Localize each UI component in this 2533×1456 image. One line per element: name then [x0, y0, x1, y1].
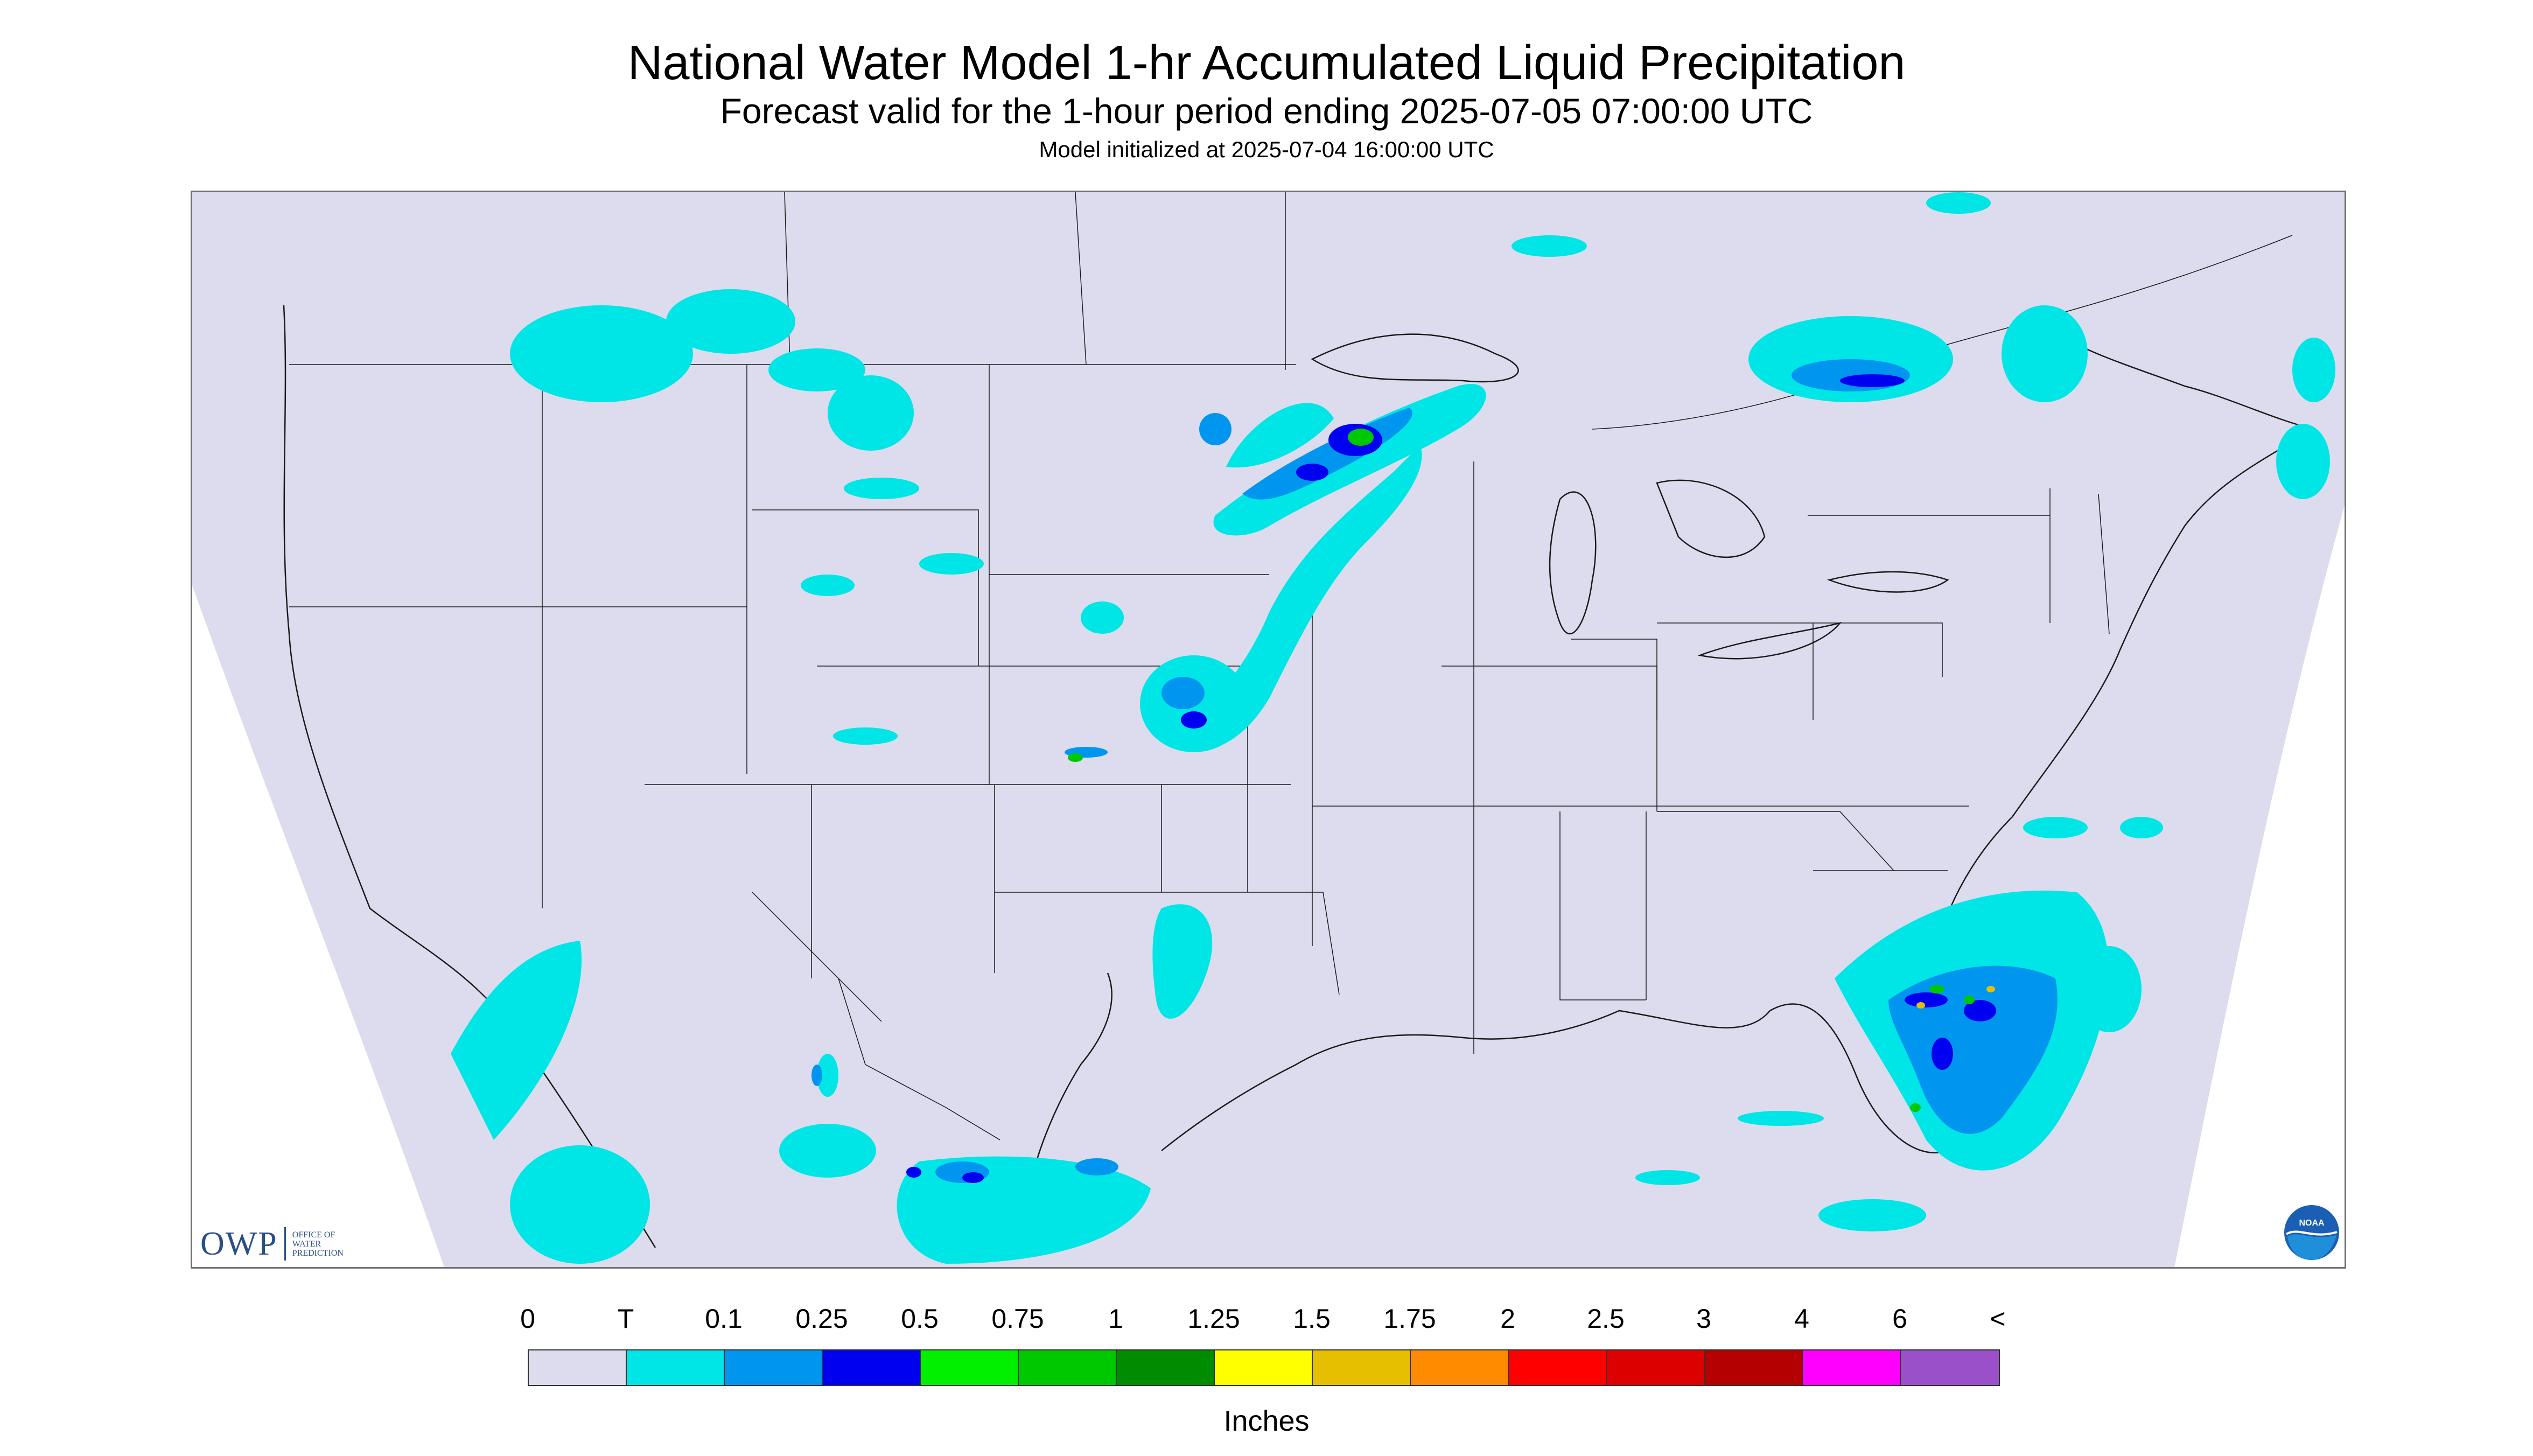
legend-swatch	[921, 1350, 1019, 1385]
coastlines	[283, 305, 2314, 1248]
owp-logo-mark: OWP	[200, 1225, 278, 1262]
map-title: National Water Model 1-hr Accumulated Li…	[627, 36, 1906, 90]
legend-label: 0.1	[705, 1304, 743, 1334]
map-subtitle: Forecast valid for the 1-hour period end…	[720, 91, 1813, 131]
noaa-logo-text: NOAA	[2299, 1219, 2325, 1228]
legend-label: 0	[520, 1304, 535, 1334]
legend-swatch	[627, 1350, 725, 1385]
precipitation-map	[191, 191, 2346, 1269]
legend-units: Inches	[1223, 1405, 1310, 1437]
legend-swatch	[1803, 1350, 1901, 1385]
precip-moderate	[906, 374, 1996, 1183]
legend-label: 1.25	[1187, 1304, 1240, 1334]
precip-very-heavy	[1916, 986, 1995, 1009]
owp-logo-text: OFFICE OF WATER PREDICTION	[292, 1230, 344, 1258]
legend-swatch	[725, 1350, 823, 1385]
legend-swatch	[1019, 1350, 1117, 1385]
legend-swatch	[823, 1350, 921, 1385]
model-domain	[192, 192, 2345, 1267]
legend-label: 2	[1500, 1304, 1515, 1334]
legend-swatch	[1117, 1350, 1215, 1385]
legend-swatch	[1215, 1350, 1313, 1385]
legend-swatch	[1607, 1350, 1705, 1385]
legend-label: <	[1990, 1304, 2006, 1334]
legend-label: 0.25	[795, 1304, 848, 1334]
legend-label: 4	[1794, 1304, 1809, 1334]
legend-label: 1.75	[1383, 1304, 1436, 1334]
legend-label: 0.5	[901, 1304, 939, 1334]
legend-colorbar	[528, 1349, 2000, 1386]
legend-labels: 0 T 0.1 0.25 0.5 0.75 1 1.25 1.5 1.75 2 2.5 3 4 6 <	[520, 1303, 2014, 1341]
noaa-logo: NOAA	[2284, 1205, 2339, 1260]
legend-swatch	[529, 1350, 627, 1385]
legend-label: 0.75	[991, 1304, 1044, 1334]
legend-label: 1	[1108, 1304, 1123, 1334]
precip-heavy	[1068, 429, 1975, 1112]
model-init-time: Model initialized at 2025-07-04 16:00:00…	[1039, 137, 1494, 162]
legend-label: 2.5	[1587, 1304, 1625, 1334]
legend-swatch	[1705, 1350, 1803, 1385]
precip-trace	[451, 192, 2335, 1264]
owp-logo-divider	[284, 1227, 286, 1261]
legend-label: 6	[1892, 1304, 1907, 1334]
state-boundaries	[289, 192, 2293, 1140]
map-canvas	[192, 192, 2345, 1267]
legend-swatch	[1509, 1350, 1607, 1385]
legend-label: T	[617, 1304, 634, 1334]
legend-swatch	[1411, 1350, 1509, 1385]
owp-logo: OWP OFFICE OF WATER PREDICTION	[200, 1222, 344, 1265]
legend-swatch	[1901, 1350, 1999, 1385]
legend-label: 1.5	[1293, 1304, 1331, 1334]
great-lakes	[1311, 333, 1949, 660]
legend-swatch	[1313, 1350, 1411, 1385]
legend-label: 3	[1696, 1304, 1711, 1334]
